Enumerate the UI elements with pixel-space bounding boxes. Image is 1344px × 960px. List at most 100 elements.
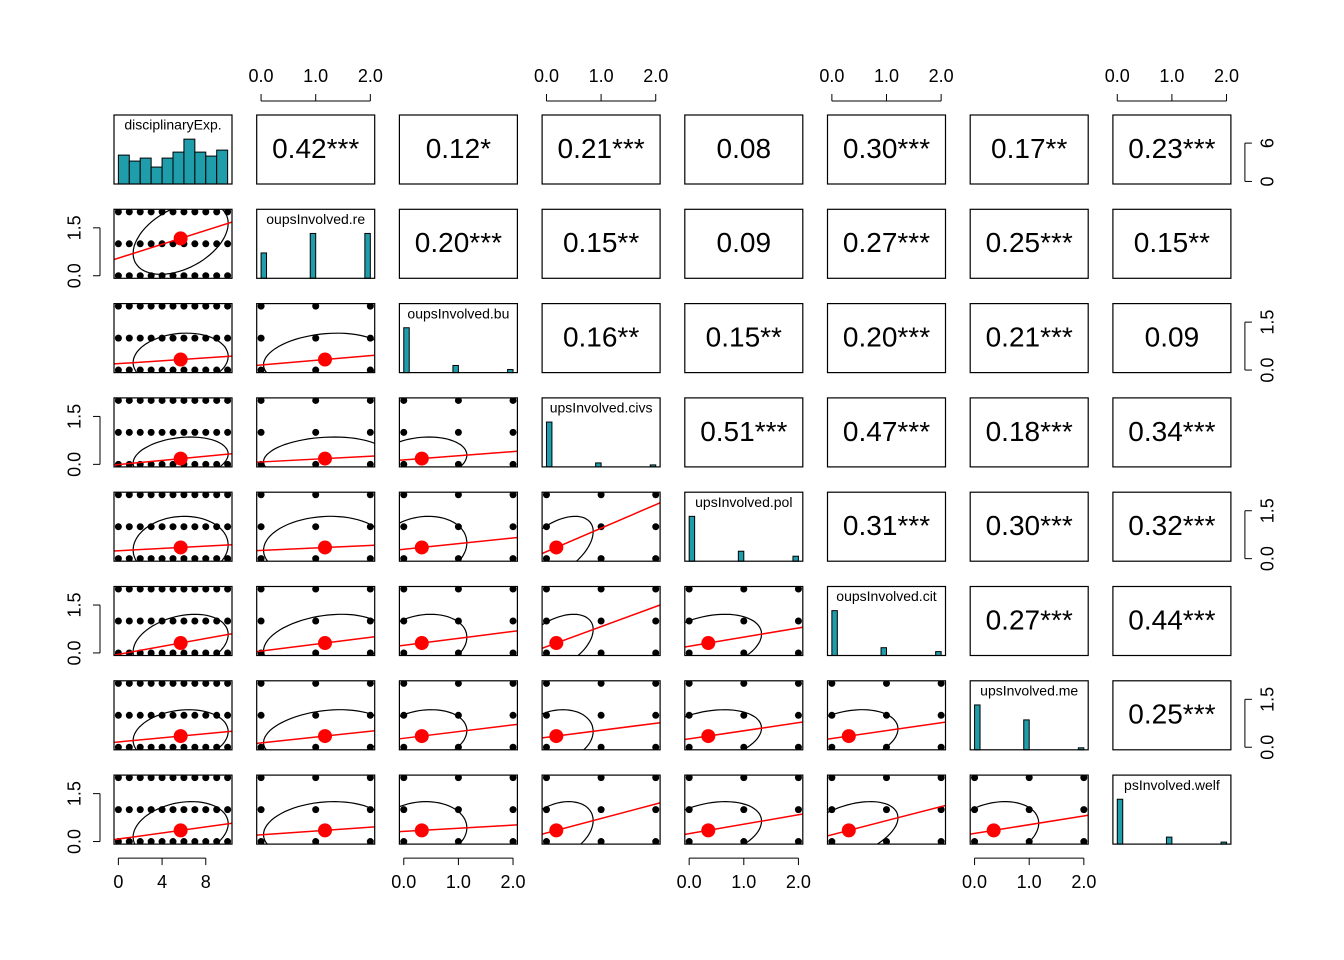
point [883,806,890,814]
point [685,680,693,687]
point [158,649,166,656]
scatter-panel [114,303,232,373]
point [224,775,232,782]
point [114,272,122,279]
point [114,428,122,436]
point [685,649,693,656]
scatter-panel [827,775,946,845]
correlation-label: 0.21*** [558,133,645,164]
point [147,555,155,562]
mean-point [173,540,188,555]
scatter-panel [114,680,232,750]
panel-frame [113,774,233,845]
panel-frame [684,397,804,468]
fit-line [256,455,375,463]
point [224,240,232,248]
point [136,397,144,404]
point [509,775,517,782]
point [125,397,133,404]
panel-frame [398,774,518,845]
point [191,775,199,782]
point [136,617,144,625]
y-tick-label: 0.0 [65,452,85,477]
point [202,617,210,625]
mean-point [173,823,188,838]
y-tick-label: 0.0 [1258,735,1278,760]
panel-frame [541,680,661,751]
correlation-label: 0.20*** [415,227,502,258]
point [169,711,177,719]
correlation-label: 0.23*** [1128,133,1215,164]
panel-frame [1112,774,1232,845]
panel-frame [256,585,376,657]
point [652,743,660,750]
point [312,838,320,845]
point [147,586,155,593]
panel-frame [113,208,233,279]
point [147,428,155,436]
x-tick-label: 1.0 [1159,66,1184,86]
point [257,743,265,750]
histogram-bar [880,647,888,657]
point [114,240,122,248]
point [180,743,188,750]
scatter-panel [114,586,232,656]
point [147,460,155,467]
point [740,680,748,687]
point [542,838,550,845]
mean-point [414,729,429,744]
scatter-panel [542,775,661,845]
point [125,366,133,373]
point [652,617,660,625]
point [597,555,605,562]
correlation-ellipse [684,800,763,845]
y-tick-label: 6 [1258,138,1278,148]
correlation-label: 0.42*** [272,133,359,164]
point [136,806,144,814]
point [180,711,188,719]
point [180,617,188,625]
point [828,680,836,687]
point [169,555,177,562]
panel-frame [969,491,1089,562]
panel-frame [398,114,518,185]
point [312,617,320,625]
fit-line [256,544,375,552]
point [937,680,945,687]
point [366,555,374,562]
panel-frame [969,397,1089,468]
point [312,649,320,656]
point [509,680,517,687]
y-tick-label: 1.5 [65,404,85,429]
scatter-panel [542,492,661,562]
point [542,555,550,562]
point [312,680,320,687]
y-tick-label: 0.0 [1258,358,1278,383]
point [257,586,265,593]
point [114,397,122,404]
point [202,240,210,248]
mean-point [317,540,332,555]
point [202,711,210,719]
correlation-label: 0.16** [563,321,639,352]
point [114,523,122,531]
correlation-ellipse [827,800,899,845]
fit-line [114,221,232,261]
panel-frame [826,774,947,845]
y-tick-label: 1.5 [65,781,85,806]
x-tick-label: 0.0 [391,872,416,892]
panel-frame [256,397,376,468]
panel-frame [1112,491,1232,562]
point [652,586,660,593]
point [937,775,945,782]
point [125,303,133,310]
point [224,555,232,562]
mean-point [701,823,716,838]
point [136,303,144,310]
point [828,838,836,845]
point [191,240,199,248]
point [136,334,144,342]
point [136,743,144,750]
point [158,555,166,562]
